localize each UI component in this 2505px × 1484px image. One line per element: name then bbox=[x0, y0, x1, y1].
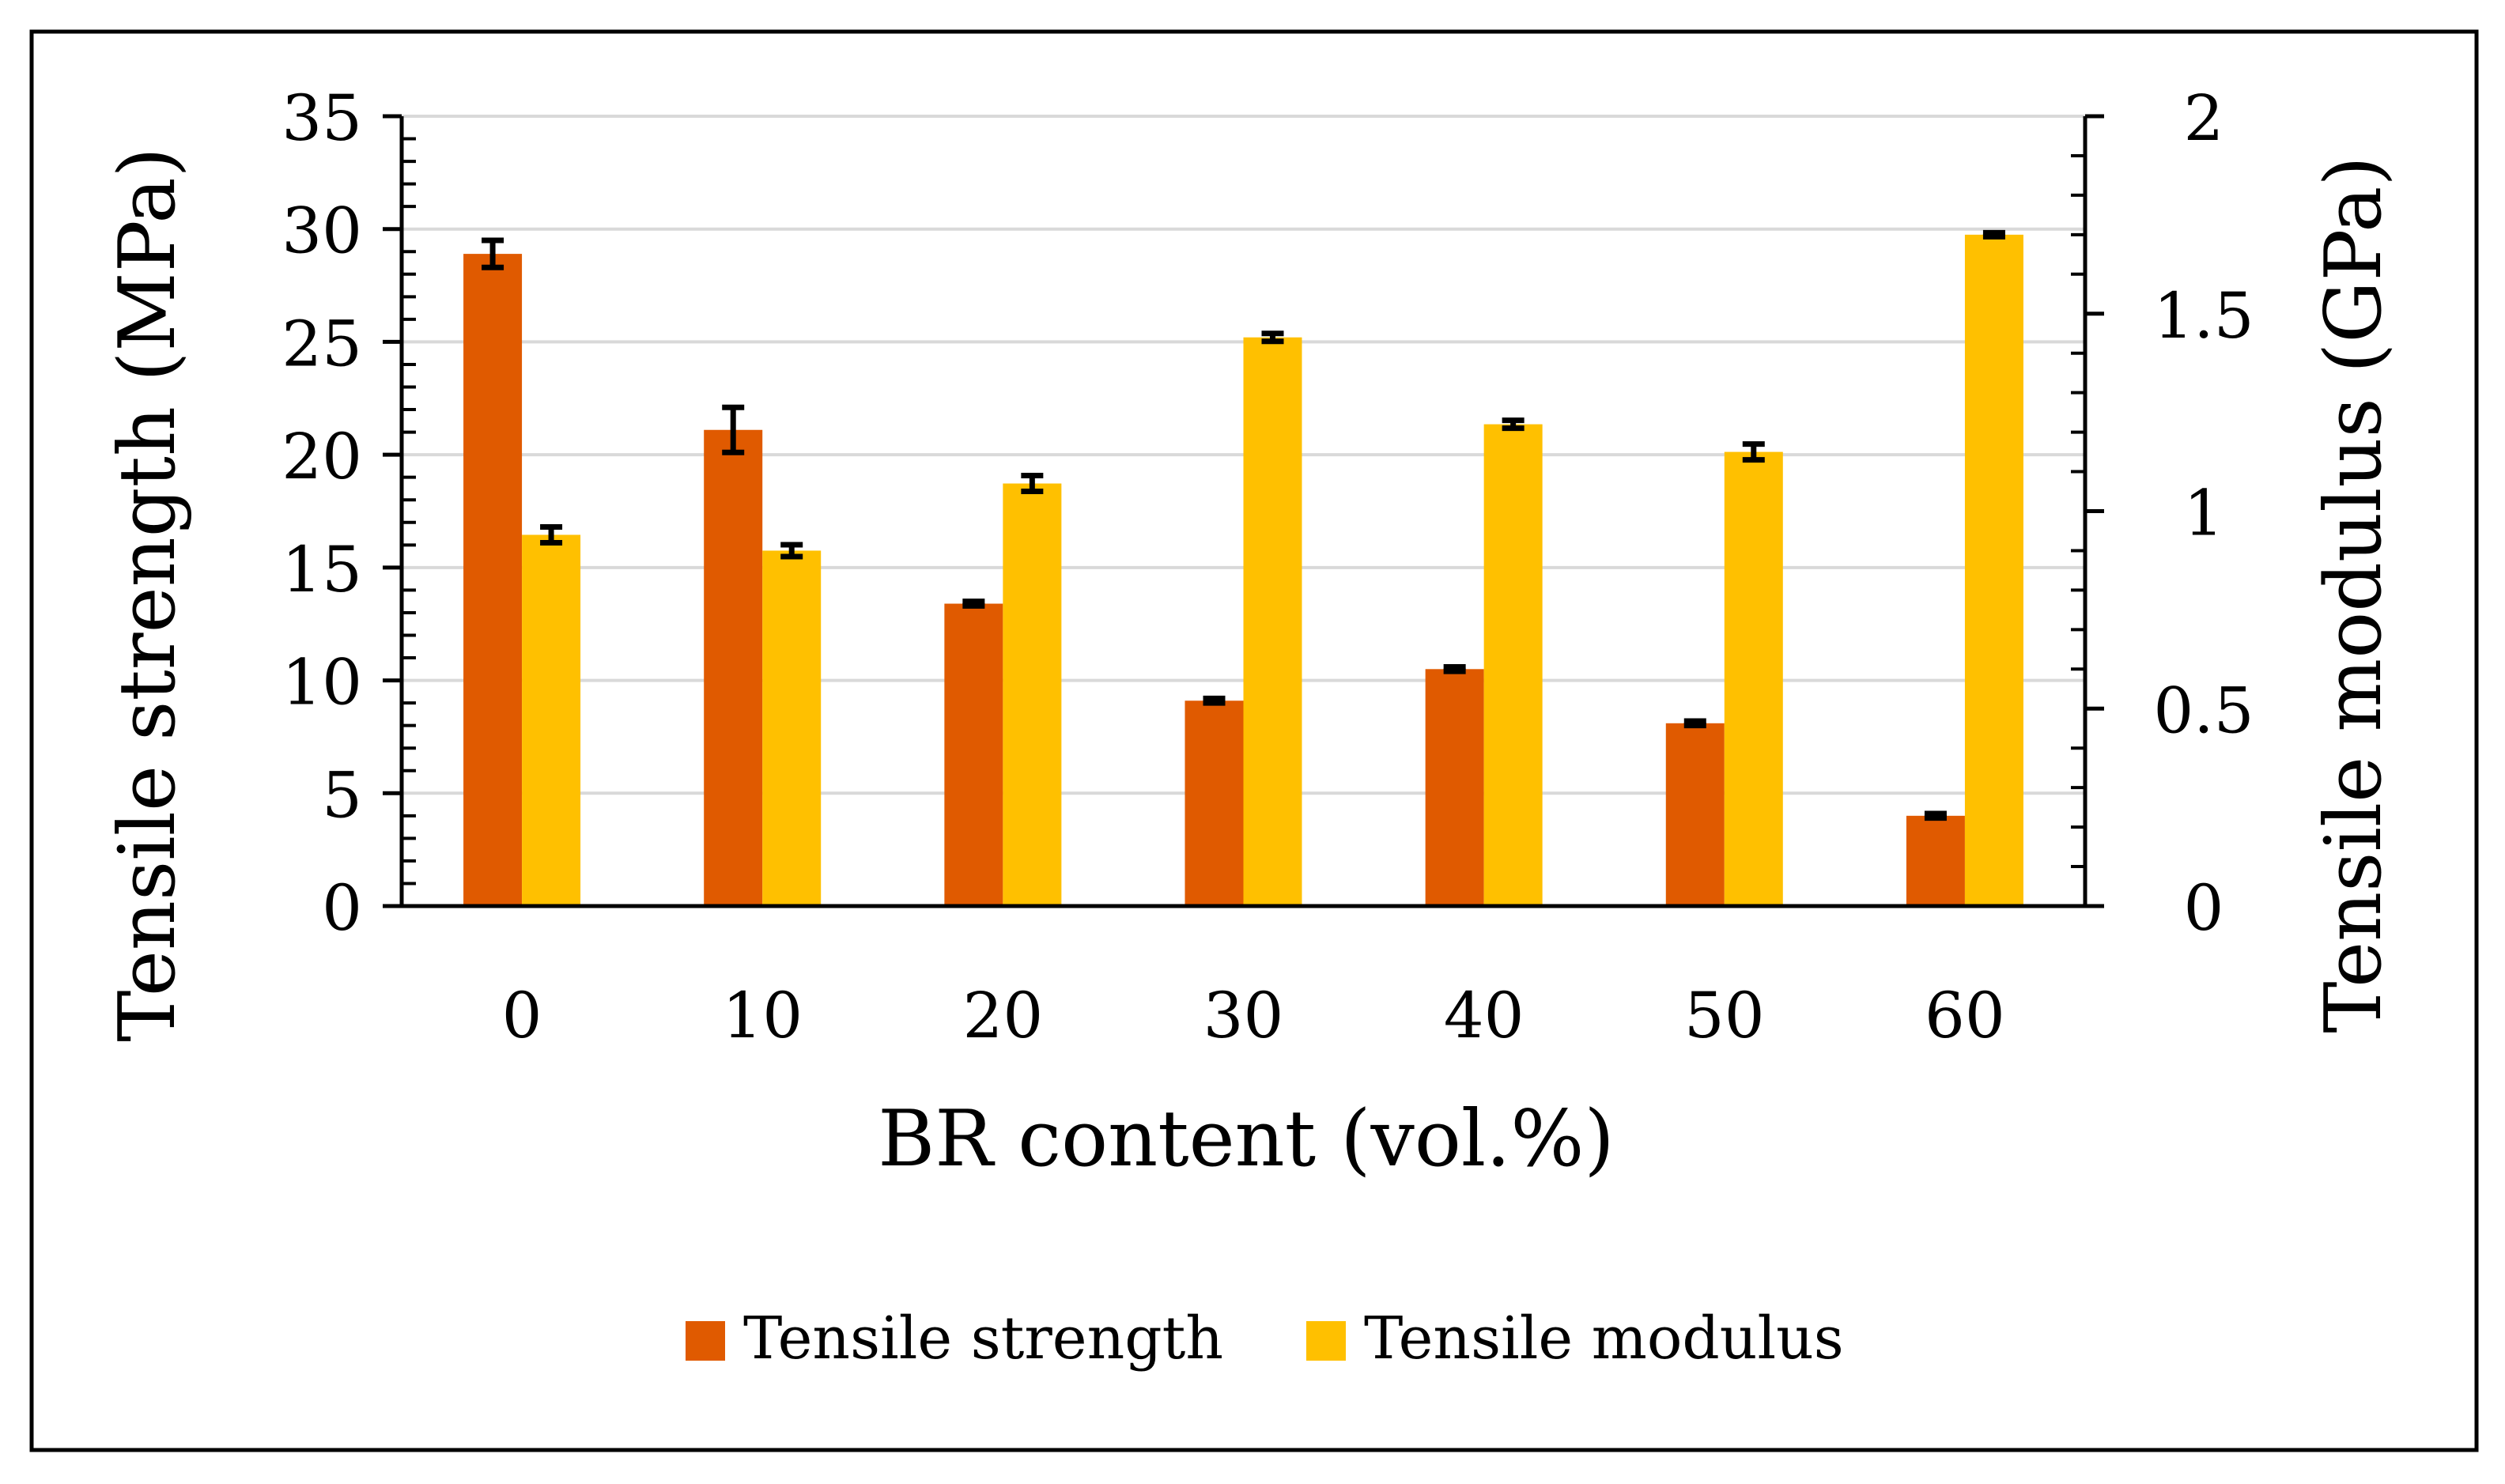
legend-swatch-tensile-strength bbox=[686, 1321, 725, 1361]
y-left-tick-label: 20 bbox=[281, 420, 362, 493]
bar-tensile-strength bbox=[1665, 723, 1725, 906]
y-right-tick-label: 0 bbox=[2184, 871, 2224, 945]
bar-tensile-strength bbox=[463, 254, 523, 906]
bar-tensile-strength bbox=[1906, 815, 1965, 906]
x-tick-label: 60 bbox=[1925, 979, 2005, 1052]
bar-tensile-strength bbox=[944, 603, 1003, 906]
y-left-tick-label: 5 bbox=[322, 758, 362, 832]
x-tick-label: 30 bbox=[1203, 979, 1284, 1052]
bar-tensile-strength bbox=[1184, 700, 1244, 906]
legend-label-tensile-strength: Tensile strength bbox=[743, 1305, 1223, 1373]
bar-tensile-modulus bbox=[1724, 451, 1783, 906]
y-left-tick-label: 35 bbox=[281, 81, 362, 155]
bar-tensile-strength bbox=[1425, 669, 1484, 906]
legend-swatch-tensile-modulus bbox=[1306, 1321, 1346, 1361]
bar-tensile-modulus bbox=[1003, 483, 1062, 906]
bar-tensile-strength bbox=[704, 429, 763, 906]
y-right-tick-label: 1.5 bbox=[2153, 279, 2254, 353]
y-right-tick-label: 1 bbox=[2184, 477, 2224, 550]
bar-tensile-modulus bbox=[1243, 337, 1302, 907]
y-right-tick-label: 0.5 bbox=[2153, 674, 2254, 747]
bars bbox=[463, 234, 2023, 907]
x-tick-label: 10 bbox=[722, 979, 803, 1052]
y-left-tick-label: 30 bbox=[281, 194, 362, 268]
x-tick-label: 0 bbox=[502, 979, 542, 1052]
y-left-tick-label: 25 bbox=[281, 307, 362, 380]
legend: Tensile strength Tensile modulus bbox=[686, 1305, 1844, 1373]
y-axis-left-title: Tensile strength (MPa) bbox=[103, 147, 193, 1042]
x-axis-title: BR content (vol.%) bbox=[878, 1094, 1614, 1184]
y-left-tick-label: 10 bbox=[281, 646, 362, 719]
bar-tensile-modulus bbox=[522, 534, 581, 906]
y-left-tick-label: 15 bbox=[281, 533, 362, 606]
x-tick-label: 50 bbox=[1684, 979, 1765, 1052]
bar-tensile-modulus bbox=[762, 550, 822, 906]
legend-label-tensile-modulus: Tensile modulus bbox=[1364, 1305, 1844, 1373]
y-right-tick-label: 2 bbox=[2184, 81, 2224, 155]
error-bars bbox=[482, 229, 2005, 821]
y-left-tick-label: 0 bbox=[322, 871, 362, 945]
y-axis-right-title: Tensile modulus (GPa) bbox=[2309, 156, 2399, 1033]
bar-tensile-modulus bbox=[1483, 424, 1543, 906]
bar-tensile-modulus bbox=[1964, 234, 2023, 907]
x-tick-label: 20 bbox=[962, 979, 1043, 1052]
x-tick-label: 40 bbox=[1444, 979, 1525, 1052]
